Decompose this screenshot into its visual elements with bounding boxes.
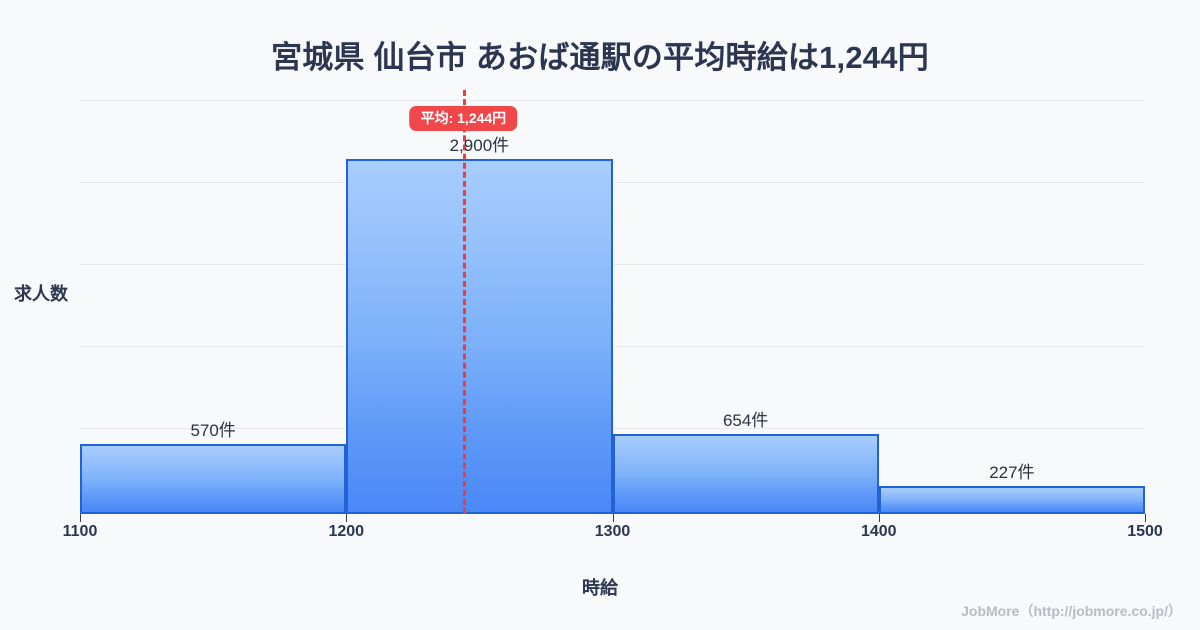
- gridline: [80, 428, 1145, 429]
- x-tick-mark: [346, 514, 348, 522]
- bar-value-label: 2,900件: [449, 135, 510, 155]
- histogram-bar: [612, 433, 879, 514]
- plot-area: [80, 90, 1145, 514]
- gridline: [80, 100, 1145, 101]
- gridline: [80, 182, 1145, 183]
- x-tick-label: 1100: [62, 523, 98, 540]
- x-tick-mark: [612, 514, 614, 522]
- x-tick-mark: [878, 514, 880, 522]
- histogram-bar: [80, 444, 347, 514]
- histogram-bar: [878, 486, 1145, 514]
- x-tick-label: 1500: [1127, 523, 1163, 540]
- gridline: [80, 346, 1145, 347]
- x-tick-mark: [1145, 514, 1146, 522]
- average-badge: 平均: 1,244円: [409, 106, 518, 131]
- x-axis-title: 時給: [582, 578, 618, 598]
- bar-value-label: 570件: [190, 421, 236, 441]
- histogram-bar: [346, 158, 613, 514]
- bar-value-label: 654件: [722, 410, 769, 430]
- x-tick-label: 1200: [328, 523, 365, 540]
- watermark: JobMore（http://jobmore.co.jp/）: [961, 603, 1182, 619]
- x-tick-label: 1400: [860, 523, 897, 540]
- gridline: [80, 264, 1145, 265]
- average-dashed-line: [463, 90, 467, 514]
- x-tick-label: 1300: [594, 523, 631, 540]
- bar-value-label: 227件: [989, 463, 1035, 483]
- x-tick-mark: [80, 514, 81, 522]
- chart-title: 宮城県 仙台市 あおば通駅の平均時給は1,244円: [271, 40, 929, 75]
- y-axis-title: 求人数: [14, 284, 68, 304]
